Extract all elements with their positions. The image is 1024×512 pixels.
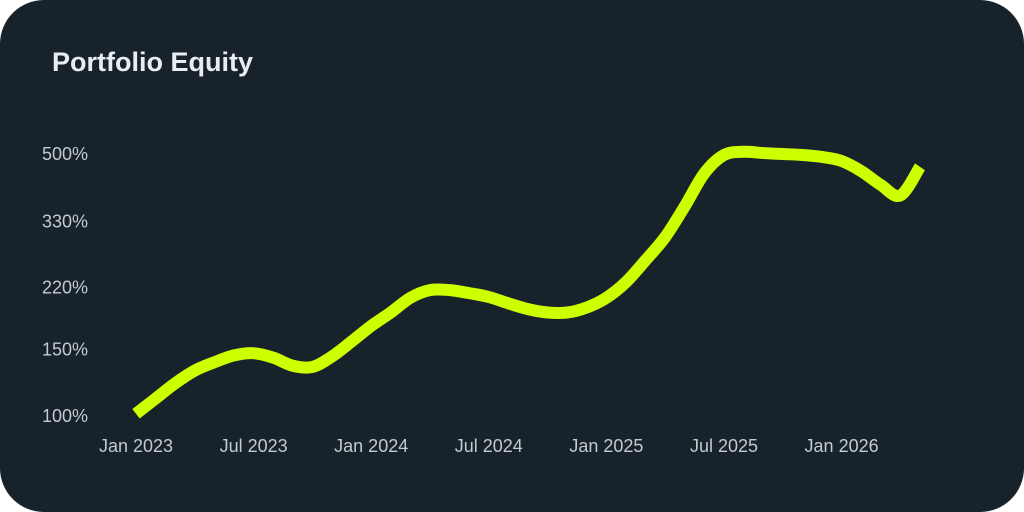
equity-line — [132, 145, 926, 419]
y-tick-label: 150% — [42, 340, 88, 360]
x-tick-label: Jan 2025 — [569, 436, 643, 456]
x-tick-label: Jul 2025 — [690, 436, 758, 456]
x-tick-label: Jul 2024 — [455, 436, 523, 456]
x-tick-label: Jan 2023 — [99, 436, 173, 456]
y-tick-label: 500% — [42, 144, 88, 164]
x-tick-label: Jan 2024 — [334, 436, 408, 456]
x-tick-label: Jul 2023 — [220, 436, 288, 456]
chart-title: Portfolio Equity — [52, 47, 253, 77]
y-tick-label: 100% — [42, 406, 88, 426]
x-tick-label: Jan 2026 — [805, 436, 879, 456]
y-tick-label: 220% — [42, 277, 88, 297]
y-tick-label: 330% — [42, 211, 88, 231]
